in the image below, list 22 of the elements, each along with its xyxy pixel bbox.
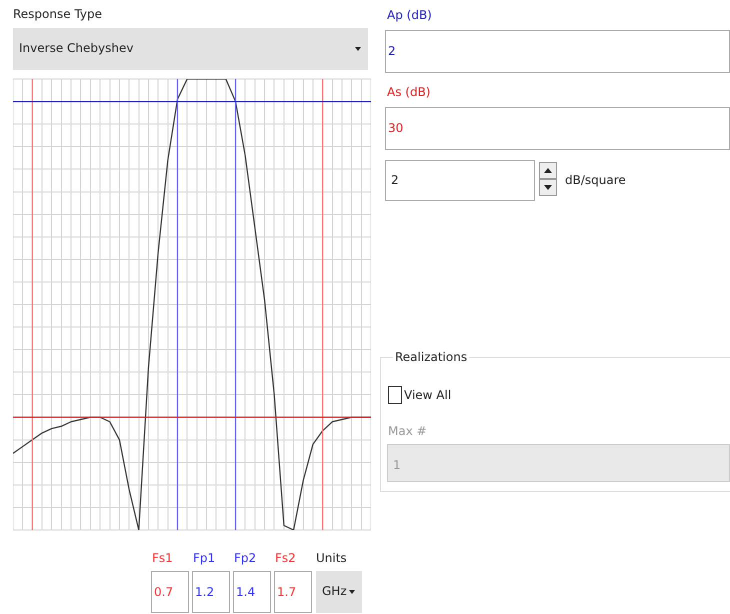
text: 2 — [388, 44, 396, 58]
text: Max # — [388, 424, 427, 438]
text: Realizations — [393, 350, 470, 364]
text: Units — [316, 551, 347, 565]
text: 1 — [393, 458, 401, 472]
text: Inverse Chebyshev — [19, 41, 134, 55]
text: Fs2 — [275, 551, 296, 565]
text: 1.7 — [277, 585, 296, 599]
ref-line-label: Ap (dB) — [387, 8, 432, 22]
ref-line-label: As (dB) — [387, 85, 430, 99]
text: Fp1 — [193, 551, 216, 565]
text: 0.7 — [154, 585, 174, 599]
text: 2 — [391, 173, 399, 187]
text: 1.4 — [236, 585, 256, 599]
text: 1.2 — [195, 585, 214, 599]
text: GHz — [322, 584, 347, 598]
text: 30 — [388, 121, 404, 135]
text: Response Type — [13, 7, 102, 21]
text: View All — [404, 388, 452, 402]
text: Fs1 — [152, 551, 173, 565]
text: Fp2 — [234, 551, 256, 565]
text: dB/square — [565, 173, 626, 187]
